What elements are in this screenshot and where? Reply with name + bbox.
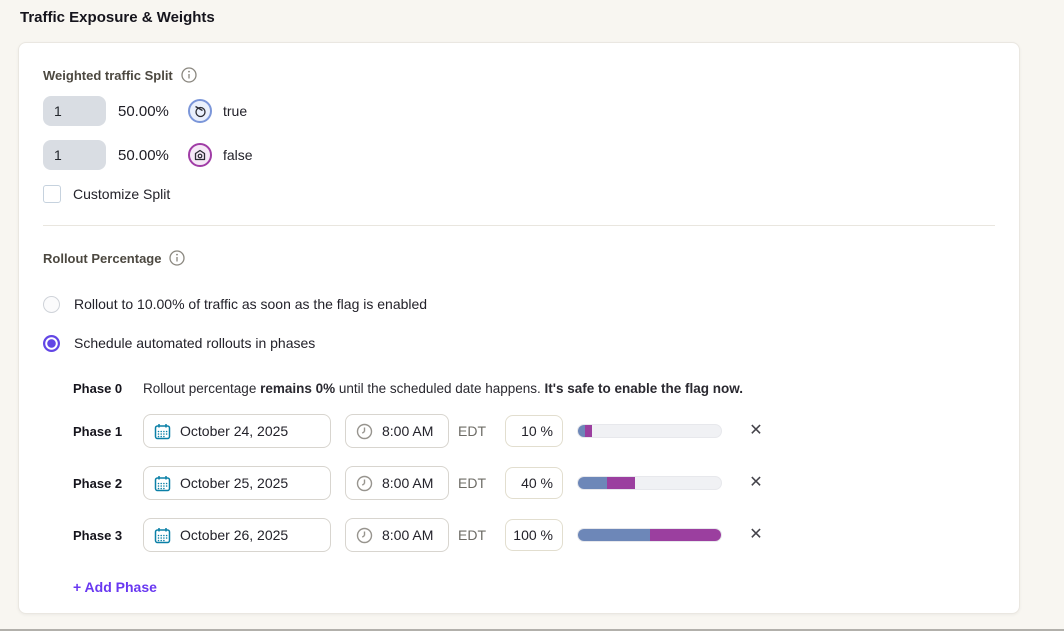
customize-split-label: Customize Split — [73, 186, 171, 202]
phase-2-date-value: October 25, 2025 — [180, 475, 289, 491]
phase-3-date-value: October 26, 2025 — [180, 527, 289, 543]
add-phase-button[interactable]: + Add Phase — [73, 579, 157, 595]
phase-2-label: Phase 2 — [73, 475, 123, 491]
phase-1-rollout-bar — [577, 424, 722, 438]
radio-rollout-immediate[interactable] — [43, 295, 60, 313]
phase-3-percent-input[interactable]: 100 % — [505, 519, 563, 551]
radio-schedule-phases[interactable] — [43, 334, 60, 352]
phase-1-date-value: October 24, 2025 — [180, 423, 289, 439]
variation-true-icon — [188, 99, 212, 123]
phase-2-time-input[interactable]: 8:00 AM — [345, 466, 449, 500]
weight-input-true[interactable] — [43, 96, 106, 126]
phase-3-remove-button[interactable]: ✕ — [746, 525, 766, 545]
calendar-icon — [154, 423, 171, 440]
rollout-percentage-label: Rollout Percentage — [43, 250, 162, 266]
phase-2-date-input[interactable]: October 25, 2025 — [143, 466, 331, 500]
section-divider — [43, 225, 995, 226]
info-icon[interactable] — [169, 250, 186, 266]
variation-true-label: true — [223, 103, 248, 119]
phase-2-rollout-bar — [577, 476, 722, 490]
split-row-false: 50.00% false — [43, 139, 995, 171]
bar-segment-false — [606, 477, 636, 489]
weight-input-false[interactable] — [43, 140, 106, 170]
radio-schedule-phases-label: Schedule automated rollouts in phases — [74, 335, 316, 351]
bar-segment-true — [578, 477, 607, 489]
page-title: Traffic Exposure & Weights — [20, 9, 215, 26]
variation-false-icon — [188, 143, 212, 167]
phase-2-row: Phase 2 October 25, 2025 8:00 AM EDT 40 … — [73, 466, 995, 500]
phase-1-time-value: 8:00 AM — [382, 423, 434, 439]
info-icon[interactable] — [181, 67, 197, 83]
phase-3-row: Phase 3 October 26, 2025 8:00 AM EDT 100… — [73, 518, 995, 552]
phase-3-time-value: 8:00 AM — [382, 527, 434, 543]
bar-segment-true — [578, 529, 650, 541]
calendar-icon — [154, 527, 171, 544]
bar-segment-false — [649, 529, 721, 541]
clock-icon — [356, 475, 373, 492]
phase-1-remove-button[interactable]: ✕ — [746, 421, 766, 441]
phase-3-timezone: EDT — [458, 527, 486, 543]
phase-1-time-input[interactable]: 8:00 AM — [345, 414, 449, 448]
phase-1-percent-input[interactable]: 10 % — [505, 415, 563, 447]
phase-3-time-input[interactable]: 8:00 AM — [345, 518, 449, 552]
phase-2-percent-input[interactable]: 40 % — [505, 467, 563, 499]
customize-split-checkbox[interactable] — [43, 185, 61, 203]
bar-segment-true — [578, 425, 586, 437]
variation-false-label: false — [223, 147, 253, 163]
phase-3-date-input[interactable]: October 26, 2025 — [143, 518, 331, 552]
split-percent-false: 50.00% — [118, 146, 169, 164]
split-row-true: 50.00% true — [43, 95, 995, 127]
calendar-icon — [154, 475, 171, 492]
clock-icon — [356, 423, 373, 440]
traffic-exposure-card: Weighted traffic Split 50.00% true 50.00… — [18, 42, 1020, 614]
phase-0-row: Phase 0 Rollout percentage remains 0% un… — [73, 381, 995, 396]
phase-1-timezone: EDT — [458, 423, 486, 439]
phase-1-label: Phase 1 — [73, 423, 123, 439]
weighted-split-label: Weighted traffic Split — [43, 67, 173, 83]
phase-3-label: Phase 3 — [73, 527, 123, 543]
phase-3-rollout-bar — [577, 528, 722, 542]
split-percent-true: 50.00% — [118, 102, 169, 120]
phase-1-date-input[interactable]: October 24, 2025 — [143, 414, 331, 448]
bottom-border — [0, 629, 1064, 631]
phase-2-time-value: 8:00 AM — [382, 475, 434, 491]
radio-rollout-immediate-label: Rollout to 10.00% of traffic as soon as … — [74, 296, 428, 312]
phase-1-row: Phase 1 October 24, 2025 8:00 AM EDT 10 … — [73, 414, 995, 448]
phase-2-remove-button[interactable]: ✕ — [746, 473, 766, 493]
phase-2-timezone: EDT — [458, 475, 486, 491]
bar-segment-false — [585, 425, 593, 437]
phase-0-label: Phase 0 — [73, 381, 123, 396]
phase-0-description: Rollout percentage remains 0% until the … — [143, 381, 744, 396]
clock-icon — [356, 527, 373, 544]
